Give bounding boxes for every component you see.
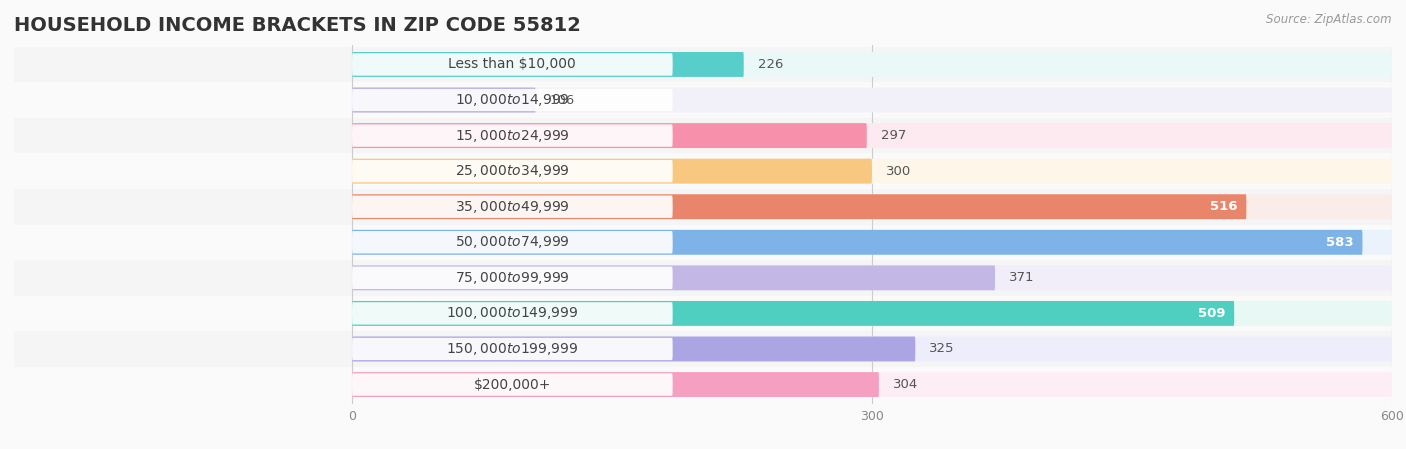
Text: $75,000 to $99,999: $75,000 to $99,999	[456, 270, 569, 286]
FancyBboxPatch shape	[352, 53, 672, 76]
FancyBboxPatch shape	[352, 88, 536, 112]
FancyBboxPatch shape	[352, 267, 672, 289]
FancyBboxPatch shape	[352, 194, 1392, 219]
Text: 304: 304	[893, 378, 918, 391]
FancyBboxPatch shape	[352, 194, 1246, 219]
Text: $10,000 to $14,999: $10,000 to $14,999	[456, 92, 569, 108]
FancyBboxPatch shape	[352, 123, 1392, 148]
FancyBboxPatch shape	[352, 337, 1392, 361]
FancyBboxPatch shape	[352, 89, 672, 111]
Text: 509: 509	[1198, 307, 1226, 320]
FancyBboxPatch shape	[352, 372, 1392, 397]
FancyBboxPatch shape	[352, 123, 866, 148]
FancyBboxPatch shape	[352, 88, 1392, 112]
Text: $200,000+: $200,000+	[474, 378, 551, 392]
FancyBboxPatch shape	[352, 301, 1392, 326]
Text: $100,000 to $149,999: $100,000 to $149,999	[446, 305, 578, 321]
FancyBboxPatch shape	[352, 231, 672, 254]
Text: 325: 325	[929, 343, 955, 356]
Bar	[14, 367, 1392, 402]
Text: $35,000 to $49,999: $35,000 to $49,999	[456, 199, 569, 215]
FancyBboxPatch shape	[352, 160, 672, 182]
Bar	[14, 331, 1392, 367]
Text: $50,000 to $74,999: $50,000 to $74,999	[456, 234, 569, 250]
Text: $15,000 to $24,999: $15,000 to $24,999	[456, 128, 569, 144]
Bar	[14, 154, 1392, 189]
FancyBboxPatch shape	[352, 52, 1392, 77]
FancyBboxPatch shape	[352, 52, 744, 77]
FancyBboxPatch shape	[352, 195, 672, 218]
Bar	[14, 118, 1392, 154]
Text: $150,000 to $199,999: $150,000 to $199,999	[446, 341, 578, 357]
FancyBboxPatch shape	[352, 158, 872, 184]
FancyBboxPatch shape	[352, 302, 672, 325]
Bar	[14, 82, 1392, 118]
Bar	[14, 295, 1392, 331]
FancyBboxPatch shape	[352, 230, 1362, 255]
FancyBboxPatch shape	[352, 265, 1392, 291]
Bar	[14, 224, 1392, 260]
Text: Less than $10,000: Less than $10,000	[449, 57, 576, 71]
Text: 226: 226	[758, 58, 783, 71]
FancyBboxPatch shape	[352, 265, 995, 291]
Bar	[14, 47, 1392, 82]
Text: 583: 583	[1326, 236, 1354, 249]
FancyBboxPatch shape	[352, 338, 672, 360]
Text: 300: 300	[886, 165, 911, 178]
FancyBboxPatch shape	[352, 372, 879, 397]
Text: 297: 297	[880, 129, 905, 142]
Text: Source: ZipAtlas.com: Source: ZipAtlas.com	[1267, 13, 1392, 26]
Text: HOUSEHOLD INCOME BRACKETS IN ZIP CODE 55812: HOUSEHOLD INCOME BRACKETS IN ZIP CODE 55…	[14, 16, 581, 35]
Bar	[14, 189, 1392, 224]
Bar	[14, 260, 1392, 295]
FancyBboxPatch shape	[352, 373, 672, 396]
FancyBboxPatch shape	[352, 230, 1392, 255]
FancyBboxPatch shape	[352, 124, 672, 147]
FancyBboxPatch shape	[352, 158, 1392, 184]
Text: $25,000 to $34,999: $25,000 to $34,999	[456, 163, 569, 179]
FancyBboxPatch shape	[352, 337, 915, 361]
Text: 106: 106	[550, 93, 575, 106]
Text: 516: 516	[1211, 200, 1237, 213]
Text: 371: 371	[1010, 271, 1035, 284]
FancyBboxPatch shape	[352, 301, 1234, 326]
